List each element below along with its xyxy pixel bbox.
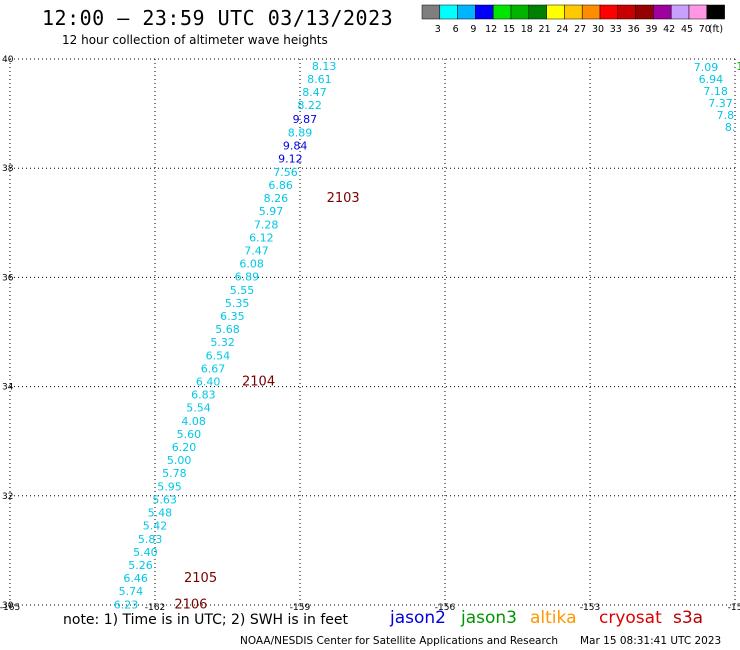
wave-height-value: 8.26 bbox=[264, 192, 289, 205]
satellite-legend-jason3: jason3 bbox=[461, 608, 517, 628]
wave-height-value: 5.60 bbox=[177, 428, 202, 441]
wave-height-value: 6.46 bbox=[123, 572, 148, 585]
wave-height-value: 6.94 bbox=[699, 73, 724, 86]
map-title: 12:00 – 23:59 UTC 03/13/2023 bbox=[42, 6, 394, 30]
generation-timestamp: Mar 15 08:31:41 UTC 2023 bbox=[580, 635, 722, 647]
wave-height-value: 5.00 bbox=[167, 454, 192, 467]
wave-height-value: 7.8 bbox=[717, 109, 735, 122]
wave-height-value: 6.23 bbox=[114, 598, 139, 611]
colorbar-tick-label: 24 bbox=[556, 24, 568, 35]
lat-tick-label: 40 bbox=[2, 55, 14, 65]
time-mark: 2105 bbox=[184, 571, 217, 586]
wave-height-value: 6.83 bbox=[191, 389, 216, 402]
colorbar-tick-label: 15 bbox=[503, 24, 515, 35]
lat-tick-label: 34 bbox=[2, 383, 14, 393]
wave-height-value: 8.47 bbox=[302, 86, 327, 99]
wave-height-value: 4.08 bbox=[181, 415, 206, 428]
wave-height-value: 6.89 bbox=[235, 271, 260, 284]
wave-height-value: 5.74 bbox=[119, 585, 144, 598]
satellite-legend-cryosat: cryosat bbox=[599, 608, 662, 628]
wave-height-value: 6.67 bbox=[201, 362, 226, 375]
colorbar-tick-label: 3 bbox=[435, 24, 441, 35]
wave-height-value: 5.95 bbox=[157, 480, 182, 493]
wave-height-value: 6.20 bbox=[172, 441, 197, 454]
lon-tick-label: -15 bbox=[728, 603, 740, 612]
wave-height-value: 6.54 bbox=[206, 349, 231, 362]
colorbar-tick-label: 12 bbox=[485, 24, 497, 35]
wave-height-value: 5.54 bbox=[186, 402, 211, 415]
wave-height-value: 8. bbox=[725, 121, 736, 134]
wave-height-value: 9.12 bbox=[278, 153, 303, 166]
wave-height-value: 5.63 bbox=[152, 493, 177, 506]
wave-height-value: 5.35 bbox=[225, 297, 250, 310]
time-mark: 2106 bbox=[174, 597, 207, 612]
wave-height-value: 7.37 bbox=[708, 97, 733, 110]
colorbar-tick-label: 33 bbox=[610, 24, 622, 35]
wave-height-value: 5.32 bbox=[210, 336, 235, 349]
colorbar-tick-label: 45 bbox=[681, 24, 693, 35]
wave-height-value: 1 bbox=[736, 60, 740, 73]
colorbar-tick-label: 70 bbox=[699, 24, 711, 35]
colorbar-tick-label: 21 bbox=[539, 24, 551, 35]
satellite-legend-altika: altika bbox=[530, 608, 577, 628]
footer-note: note: 1) Time is in UTC; 2) SWH is in fe… bbox=[63, 612, 349, 628]
colorbar-tick-label: 27 bbox=[574, 24, 586, 35]
wave-height-value: 7.09 bbox=[694, 61, 719, 74]
wave-height-value: 8.61 bbox=[307, 73, 332, 86]
color-scale-legend: 3 6 9 12 15 18 21 24 27 30 33 36 39 42 45 70(ft) bbox=[421, 4, 725, 35]
wave-height-value: 6.35 bbox=[220, 310, 245, 323]
lon-tick-label: -153 bbox=[580, 603, 600, 612]
wave-height-value: 5.97 bbox=[259, 205, 284, 218]
time-mark: 2104 bbox=[242, 375, 275, 390]
colorbar-swatch bbox=[706, 4, 725, 20]
wave-height-value: 6.40 bbox=[196, 376, 221, 389]
time-mark: 2103 bbox=[327, 191, 360, 206]
wave-height-value: 8.89 bbox=[288, 127, 313, 140]
wave-height-value: 8.22 bbox=[297, 99, 322, 112]
colorbar-tick-label: 39 bbox=[645, 24, 657, 35]
colorbar-unit: (ft) bbox=[709, 24, 723, 35]
colorbar-tick-label: 42 bbox=[663, 24, 675, 35]
wave-height-value: 5.68 bbox=[215, 323, 240, 336]
wave-height-value: 8.13 bbox=[312, 60, 337, 73]
wave-height-value: 7.56 bbox=[273, 166, 298, 179]
wave-height-value: 5.26 bbox=[128, 559, 153, 572]
wave-height-value: 6.86 bbox=[268, 179, 293, 192]
lon-tick-label: -156 bbox=[435, 603, 456, 612]
wave-height-value: 5.40 bbox=[133, 546, 158, 559]
wave-height-value: 5.48 bbox=[148, 507, 173, 520]
wave-height-value: 7.47 bbox=[244, 244, 269, 257]
wave-height-value: 5.42 bbox=[143, 520, 168, 533]
satellite-legend-jason2: jason2 bbox=[390, 608, 446, 628]
wave-height-value: 5.78 bbox=[162, 467, 187, 480]
wave-height-value: 9.87 bbox=[293, 113, 318, 126]
lat-tick-label: 38 bbox=[2, 164, 14, 174]
wave-height-value: 7.18 bbox=[703, 85, 728, 98]
colorbar-tick-label: 6 bbox=[453, 24, 459, 35]
colorbar-tick-label: 30 bbox=[592, 24, 604, 35]
lon-tick-label: -165 bbox=[0, 603, 20, 612]
lon-tick-label: -162 bbox=[145, 603, 165, 612]
lat-tick-label: 36 bbox=[2, 273, 14, 283]
wave-height-value: 5.55 bbox=[230, 284, 255, 297]
colorbar-tick-label: 18 bbox=[521, 24, 533, 35]
wave-height-value: 6.08 bbox=[239, 258, 264, 271]
lat-tick-label: 30 bbox=[2, 601, 14, 611]
credit-line: NOAA/NESDIS Center for Satellite Applica… bbox=[240, 635, 558, 647]
wave-height-value: 7.28 bbox=[254, 218, 279, 231]
wave-height-value: 5.83 bbox=[138, 533, 163, 546]
wave-height-value: 6.12 bbox=[249, 231, 274, 244]
lat-tick-label: 32 bbox=[2, 492, 13, 502]
map-subtitle: 12 hour collection of altimeter wave hei… bbox=[62, 33, 328, 47]
wave-height-value: 9.84 bbox=[283, 140, 308, 153]
satellite-legend-s3a: s3a bbox=[673, 608, 704, 628]
colorbar-tick-label: 36 bbox=[628, 24, 640, 35]
lon-tick-label: -159 bbox=[290, 603, 311, 612]
colorbar-tick-label: 9 bbox=[470, 24, 476, 35]
